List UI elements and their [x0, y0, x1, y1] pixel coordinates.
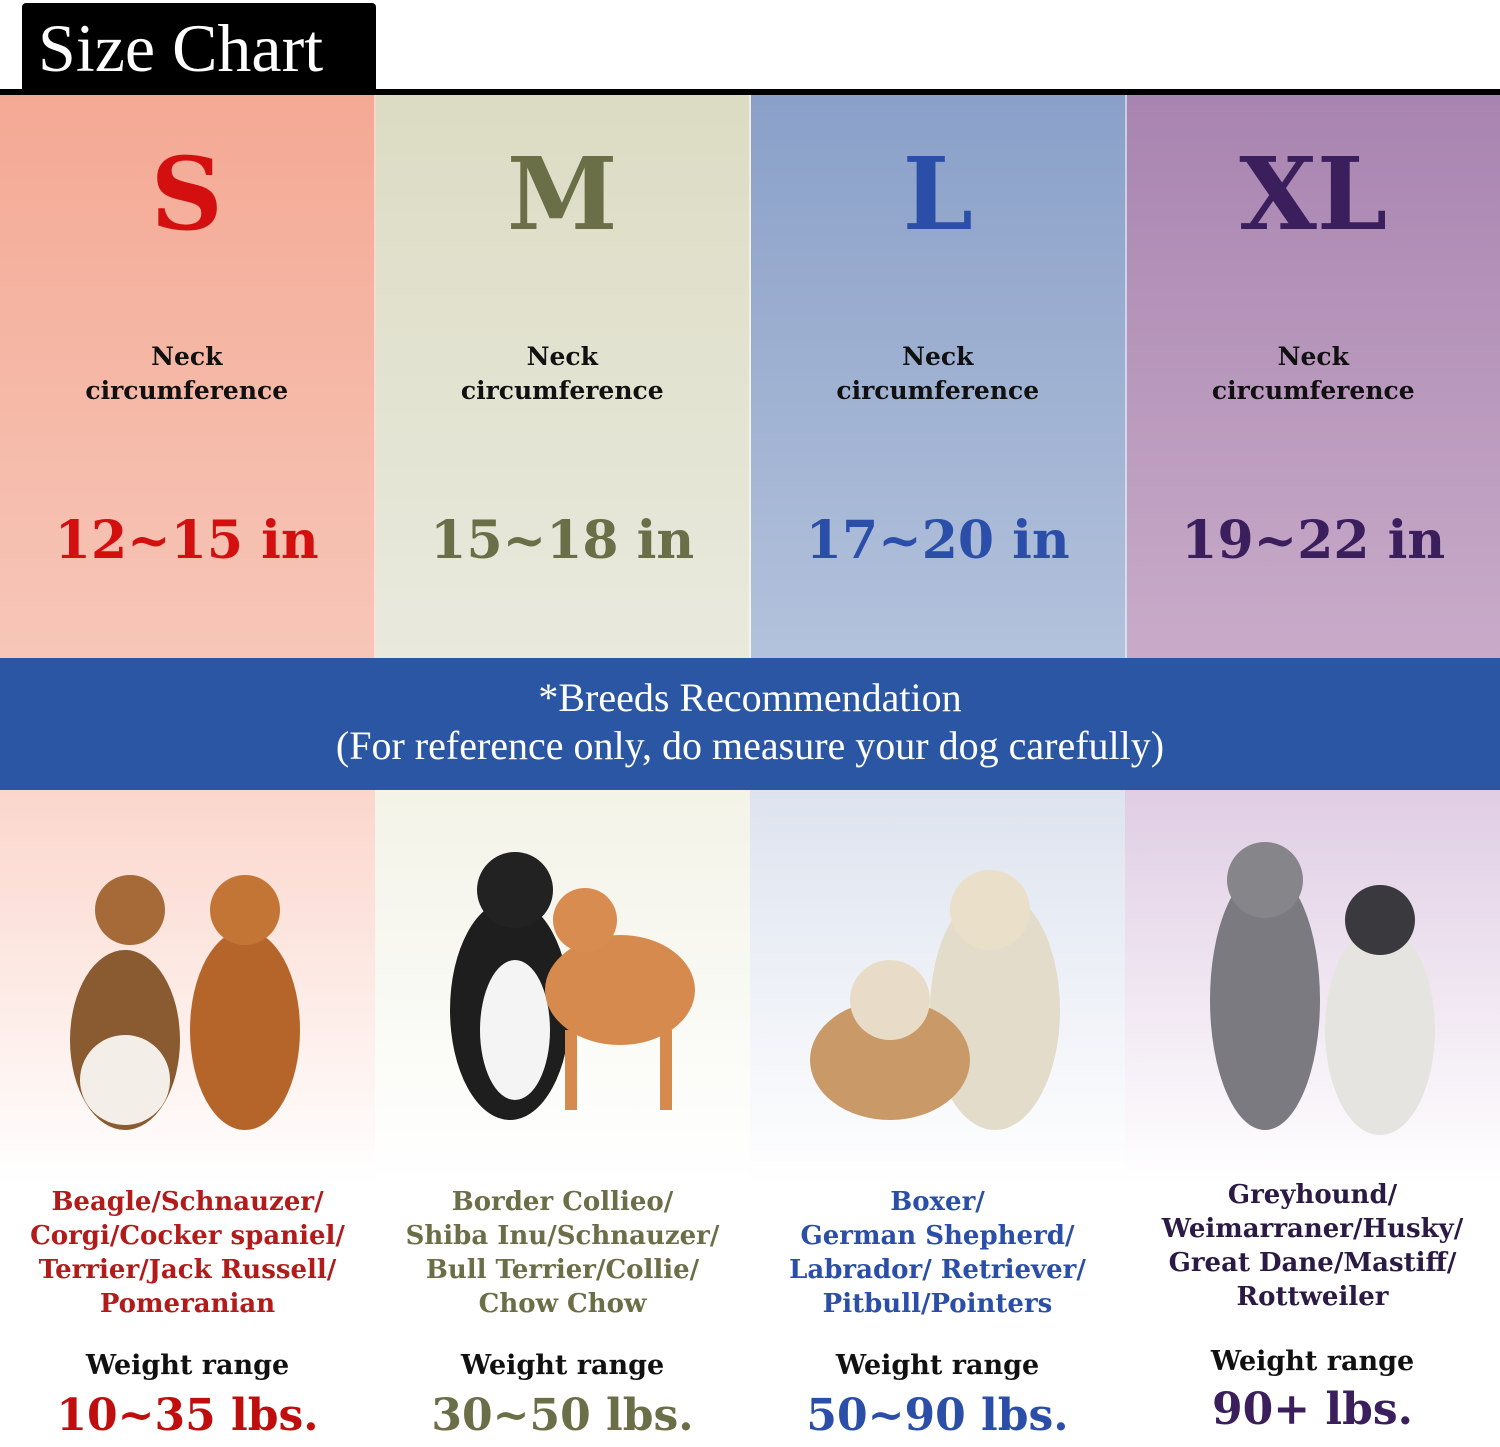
banner-subtitle: (For reference only, do measure your dog… — [335, 723, 1165, 768]
neck-label-line: circumference — [85, 376, 289, 405]
neck-label-line: circumference — [460, 376, 664, 405]
size-label: L — [902, 135, 973, 253]
breed-column-m: Border Collieo/ Shiba Inu/Schnauzer/ Bul… — [375, 790, 750, 1447]
neck-label-line: Neck — [526, 342, 598, 371]
breed-column-s: Beagle/Schnauzer/ Corgi/Cocker spaniel/ … — [0, 790, 375, 1447]
dog-photo — [810, 870, 1060, 1130]
weight-label: Weight range — [1210, 1346, 1415, 1377]
neck-label-line: circumference — [1211, 376, 1415, 405]
neck-value: 15~18 in — [430, 510, 695, 571]
weight-value: 90+ lbs. — [1212, 1384, 1413, 1435]
size-chart-title: Size Chart — [22, 3, 376, 93]
breed-column-l: Boxer/ German Shepherd/ Labrador/ Retrie… — [750, 790, 1125, 1447]
neck-label: Neck circumference — [0, 340, 374, 408]
size-label: XL — [1239, 135, 1388, 253]
breed-list: Beagle/Schnauzer/ Corgi/Cocker spaniel/ … — [30, 1187, 345, 1319]
weight-value: 10~35 lbs. — [56, 1390, 319, 1441]
banner-title: *Breeds Recommendation — [538, 675, 962, 720]
breed-list: Border Collieo/ Shiba Inu/Schnauzer/ Bul… — [405, 1187, 720, 1319]
breed-column-xl: Greyhound/ Weimarraner/Husky/ Great Dane… — [1125, 790, 1500, 1447]
weight-label: Weight range — [460, 1350, 665, 1381]
neck-label: Neck circumference — [376, 340, 750, 408]
weight-label: Weight range — [85, 1350, 290, 1381]
size-column-l: L Neck circumference 17~20 in — [751, 95, 1127, 658]
breed-list: Boxer/ German Shepherd/ Labrador/ Retrie… — [789, 1187, 1086, 1319]
neck-label: Neck circumference — [751, 340, 1125, 408]
size-label: S — [150, 135, 223, 253]
size-label: M — [506, 135, 618, 253]
breed-list: Greyhound/ Weimarraner/Husky/ Great Dane… — [1161, 1180, 1464, 1312]
dog-photo — [450, 852, 695, 1120]
weight-value: 30~50 lbs. — [431, 1390, 694, 1441]
neck-label-line: Neck — [902, 342, 974, 371]
neck-value: 17~20 in — [805, 510, 1070, 571]
size-column-xl: XL Neck circumference 19~22 in — [1126, 95, 1500, 658]
neck-label: Neck circumference — [1127, 340, 1500, 408]
weight-value: 50~90 lbs. — [806, 1390, 1069, 1441]
size-column-m: M Neck circumference 15~18 in — [375, 95, 751, 658]
weight-label: Weight range — [835, 1350, 1040, 1381]
size-columns: S Neck circumference 12~15 in M Neck circu… — [0, 95, 1500, 658]
dog-photo — [1210, 842, 1435, 1135]
neck-label-line: Neck — [1277, 342, 1349, 371]
neck-label-line: circumference — [836, 376, 1040, 405]
neck-value: 12~15 in — [54, 510, 319, 571]
breeds-banner: *Breeds Recommendation (For reference on… — [0, 658, 1500, 790]
neck-label-line: Neck — [151, 342, 223, 371]
size-column-s: S Neck circumference 12~15 in — [0, 95, 376, 658]
neck-value: 19~22 in — [1181, 510, 1446, 571]
dog-photo — [70, 875, 300, 1130]
divider — [0, 89, 1500, 95]
breed-columns: Beagle/Schnauzer/ Corgi/Cocker spaniel/ … — [0, 790, 1500, 1447]
